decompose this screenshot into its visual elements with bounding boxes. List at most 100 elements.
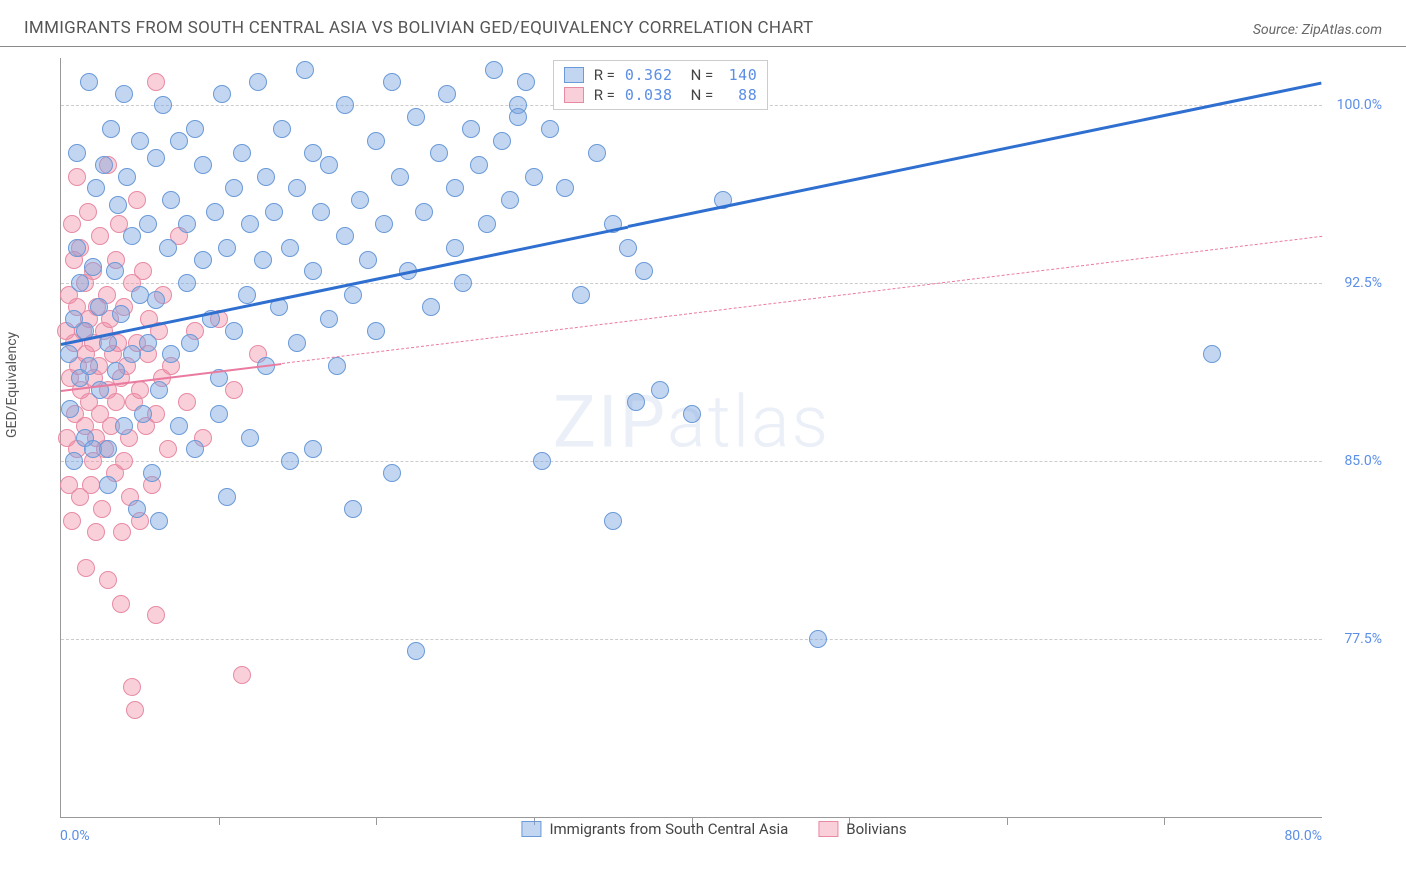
scatter-point <box>454 274 472 292</box>
scatter-point <box>210 405 228 423</box>
scatter-point <box>225 381 243 399</box>
scatter-point <box>383 464 401 482</box>
n-value: 88 <box>723 86 757 104</box>
scatter-point <box>501 191 519 209</box>
scatter-point <box>556 179 574 197</box>
scatter-point <box>65 452 83 470</box>
source-attribution: Source: ZipAtlas.com <box>1253 22 1382 38</box>
scatter-point <box>273 120 291 138</box>
x-tick <box>376 817 377 825</box>
scatter-point <box>82 476 100 494</box>
scatter-point <box>446 239 464 257</box>
scatter-point <box>90 298 108 316</box>
scatter-point <box>147 291 165 309</box>
x-axis-min-label: 0.0% <box>60 828 90 844</box>
scatter-point <box>320 156 338 174</box>
scatter-point <box>430 144 448 162</box>
x-axis-max-label: 80.0% <box>1284 828 1322 844</box>
scatter-point <box>99 571 117 589</box>
scatter-point <box>115 85 133 103</box>
scatter-point <box>683 405 701 423</box>
scatter-point <box>178 215 196 233</box>
chart-title: IMMIGRANTS FROM SOUTH CENTRAL ASIA VS BO… <box>24 18 813 38</box>
scatter-point <box>257 168 275 186</box>
scatter-point <box>112 305 130 323</box>
n-value: 140 <box>723 66 757 84</box>
scatter-point <box>233 144 251 162</box>
scatter-point <box>147 149 165 167</box>
scatter-point <box>281 239 299 257</box>
legend-row: R =0.038N =88 <box>564 85 758 105</box>
scatter-point <box>115 452 133 470</box>
correlation-legend: R =0.362N =140R =0.038N =88 <box>553 60 769 110</box>
scatter-point <box>635 262 653 280</box>
scatter-point <box>627 393 645 411</box>
scatter-point <box>572 286 590 304</box>
scatter-point <box>225 179 243 197</box>
scatter-point <box>128 191 146 209</box>
scatter-point <box>106 262 124 280</box>
scatter-point <box>517 73 535 91</box>
scatter-point <box>77 559 95 577</box>
scatter-point <box>113 523 131 541</box>
y-axis-title: GED/Equivalency <box>4 332 20 438</box>
scatter-point <box>131 381 149 399</box>
scatter-point <box>651 381 669 399</box>
scatter-point <box>619 239 637 257</box>
scatter-point <box>233 666 251 684</box>
scatter-point <box>162 345 180 363</box>
scatter-point <box>336 96 354 114</box>
scatter-point <box>525 168 543 186</box>
scatter-point <box>186 440 204 458</box>
y-tick-label: 85.0% <box>1344 453 1382 469</box>
grid-line <box>61 639 1322 640</box>
scatter-point <box>391 168 409 186</box>
scatter-point <box>107 393 125 411</box>
scatter-point <box>462 120 480 138</box>
scatter-point <box>304 144 322 162</box>
scatter-point <box>178 274 196 292</box>
scatter-point <box>84 258 102 276</box>
scatter-point <box>61 400 79 418</box>
scatter-point <box>604 512 622 530</box>
scatter-point <box>79 203 97 221</box>
scatter-point <box>95 156 113 174</box>
legend-swatch <box>521 821 541 837</box>
legend-row: R =0.362N =140 <box>564 65 758 85</box>
scatter-point <box>328 357 346 375</box>
scatter-point <box>170 417 188 435</box>
scatter-point <box>238 286 256 304</box>
scatter-point <box>128 500 146 518</box>
scatter-point <box>139 334 157 352</box>
scatter-point <box>367 322 385 340</box>
scatter-point <box>139 215 157 233</box>
legend-item: Immigrants from South Central Asia <box>521 820 788 838</box>
scatter-point <box>159 239 177 257</box>
scatter-point <box>344 500 362 518</box>
scatter-point <box>126 701 144 719</box>
scatter-point <box>320 310 338 328</box>
r-label: R = <box>594 86 615 104</box>
scatter-point <box>63 215 81 233</box>
scatter-point <box>80 357 98 375</box>
scatter-point <box>241 215 259 233</box>
r-value: 0.362 <box>625 66 673 84</box>
scatter-point <box>159 440 177 458</box>
scatter-point <box>134 262 152 280</box>
scatter-point <box>147 606 165 624</box>
scatter-point <box>304 262 322 280</box>
scatter-point <box>225 322 243 340</box>
r-label: R = <box>594 66 615 84</box>
scatter-point <box>367 132 385 150</box>
legend-swatch <box>564 87 584 103</box>
plot-area: ZIPatlas 77.5%85.0%92.5%100.0% <box>60 58 1322 818</box>
scatter-point <box>541 120 559 138</box>
scatter-point <box>143 464 161 482</box>
legend-swatch <box>818 821 838 837</box>
scatter-point <box>1203 345 1221 363</box>
scatter-point <box>206 203 224 221</box>
scatter-point <box>99 440 117 458</box>
x-tick <box>1164 817 1165 825</box>
scatter-point <box>68 144 86 162</box>
scatter-point <box>351 191 369 209</box>
